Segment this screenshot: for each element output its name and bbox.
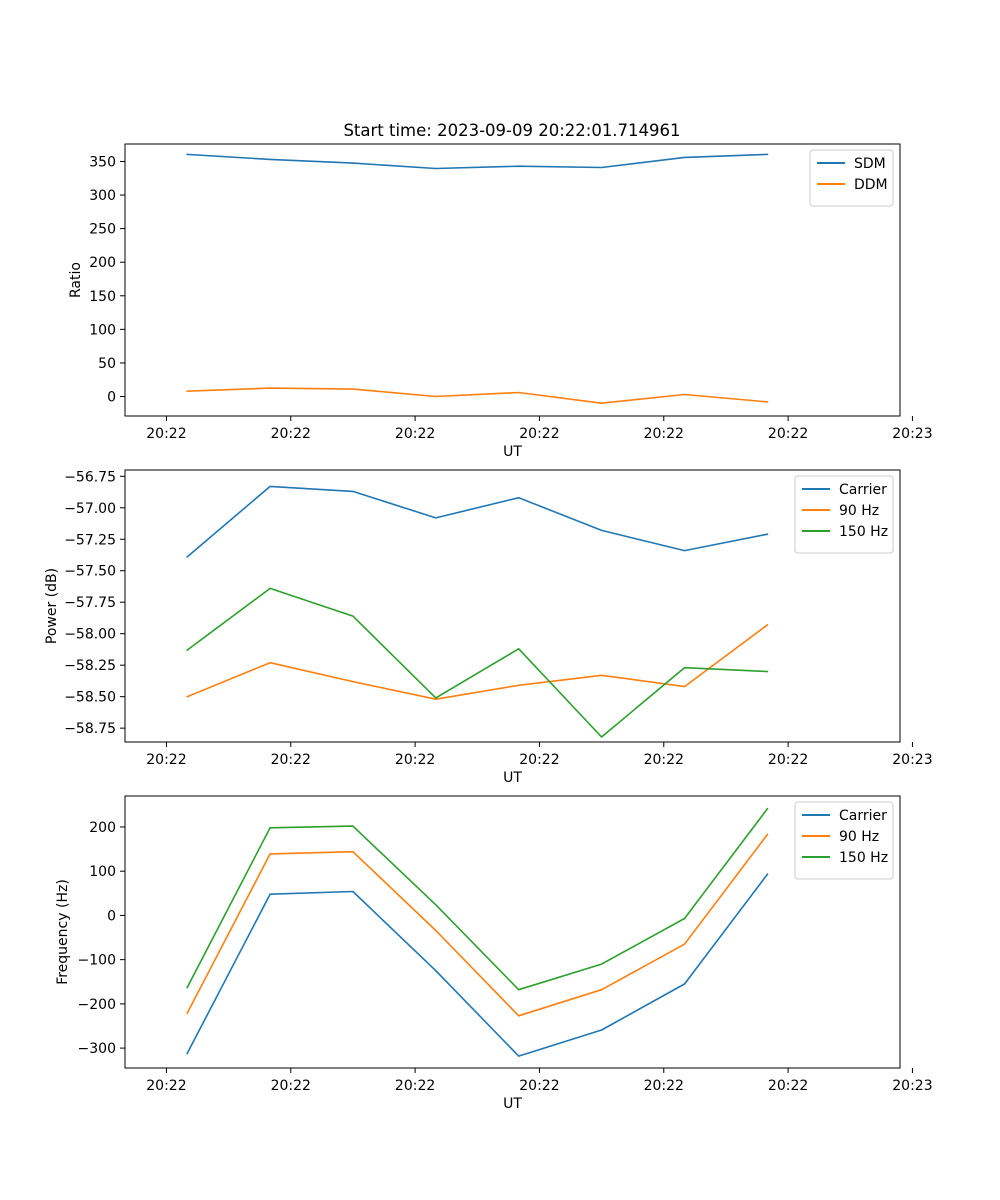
y-tick-label: 50 [98,356,116,372]
y-axis-label: Power (dB) [44,568,60,644]
panel-3: 20:22 20:22 20:22 20:22 20:22 20:22 20:23 −300 −… [55,795,933,1112]
series-line-90-hz [186,833,769,1017]
y-tick-label: 0 [107,908,116,924]
y-tick-label: −57.25 [64,532,116,548]
series-line-150-hz [186,587,769,738]
x-tick-label: 20:22 [768,426,808,442]
legend-label: Carrier [839,808,887,824]
panel-2: 20:22 20:22 20:22 20:22 20:22 20:22 20:23 −58.7… [44,469,933,786]
y-tick-label: −58.75 [64,721,116,737]
y-tick-label: −58.50 [64,690,116,706]
panel-1: 20:22 20:22 20:22 20:22 20:22 20:22 20:23 0 50 10… [68,143,933,460]
y-axis-label: Ratio [68,262,84,298]
x-tick-label: 20:23 [892,752,932,768]
x-tick-label: 20:22 [519,1078,559,1094]
legend-label: 150 Hz [839,850,888,866]
legend-label: DDM [854,177,888,193]
legend-box [794,801,894,880]
y-tick-label: 150 [89,289,116,305]
y-tick-label: 200 [89,820,116,836]
y-tick-label: −200 [78,997,116,1013]
x-tick-label: 20:22 [271,426,311,442]
x-tick-label: 20:22 [146,1078,186,1094]
x-tick-label: 20:22 [146,426,186,442]
series-line-carrier [186,485,769,559]
y-tick-label: 350 [89,154,116,170]
x-tick-label: 20:22 [768,1078,808,1094]
y-tick-label: −300 [78,1041,116,1057]
legend-label: Carrier [839,482,887,498]
x-tick-label: 20:22 [271,1078,311,1094]
axes-frame [124,469,901,743]
x-tick-label: 20:23 [892,1078,932,1094]
series-line-ddm [186,387,769,405]
x-tick-label: 20:22 [395,752,435,768]
x-tick-label: 20:22 [768,752,808,768]
x-tick-label: 20:22 [395,1078,435,1094]
y-tick-label: 100 [89,322,116,338]
legend-label: SDM [854,156,886,172]
x-axis-label: UT [503,444,522,460]
x-tick-label: 20:23 [892,426,932,442]
legend: Carrier 90 Hz 150 Hz [794,801,894,880]
x-tick-label: 20:22 [644,426,684,442]
x-tick-label: 20:22 [644,752,684,768]
y-tick-label: −57.50 [64,564,116,580]
y-tick-label: 100 [89,864,116,880]
legend-label: 90 Hz [839,829,879,845]
legend: SDM DDM [809,149,894,207]
x-tick-label: 20:22 [395,426,435,442]
y-axis-label: Frequency (Hz) [55,879,71,985]
legend-box [794,475,894,554]
x-tick-label: 20:22 [644,1078,684,1094]
x-axis-label: UT [503,770,522,786]
x-tick-label: 20:22 [519,426,559,442]
legend-label: 150 Hz [839,524,888,540]
axes-frame [124,795,901,1069]
y-tick-label: −58.25 [64,658,116,674]
x-tick-label: 20:22 [519,752,559,768]
legend-label: 90 Hz [839,503,879,519]
series-line-150-hz [186,807,769,991]
plot-panels: 20:22 20:22 20:22 20:22 20:22 20:22 20:23 0 50 10… [44,143,933,1112]
y-tick-label: −56.75 [64,469,116,485]
series-line-sdm [186,153,769,170]
y-tick-label: 250 [89,222,116,238]
series-line-90-hz [186,623,769,701]
y-tick-label: −100 [78,953,116,969]
x-tick-label: 20:22 [146,752,186,768]
y-tick-label: −57.75 [64,595,116,611]
x-axis-label: UT [503,1096,522,1112]
legend: Carrier 90 Hz 150 Hz [794,475,894,554]
axes-frame [124,143,901,417]
x-tick-label: 20:22 [271,752,311,768]
y-tick-label: 200 [89,255,116,271]
figure-title: Start time: 2023-09-09 20:22:01.714961 [343,121,680,140]
y-tick-label: 300 [89,188,116,204]
y-tick-label: −57.00 [64,501,116,517]
y-tick-label: 0 [107,390,116,406]
series-line-carrier [186,873,769,1057]
y-tick-label: −58.00 [64,627,116,643]
